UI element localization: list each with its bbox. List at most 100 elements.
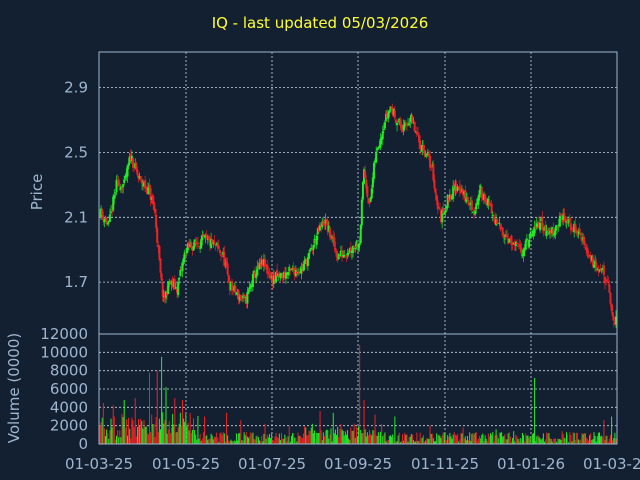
candle-body	[229, 282, 232, 290]
candle-body	[611, 311, 614, 317]
candle-body	[498, 222, 501, 225]
candle-body	[400, 124, 403, 128]
candle-body	[530, 235, 533, 237]
candle-body	[506, 235, 509, 238]
candle-body	[478, 190, 481, 198]
candle-body	[536, 223, 539, 225]
volume-tick-label: 2000	[50, 417, 88, 435]
candle-body	[513, 243, 516, 246]
candle-body	[393, 110, 396, 118]
candle-body	[462, 189, 465, 196]
candle-body	[509, 237, 512, 239]
candle-body	[316, 228, 319, 235]
candle-body	[145, 188, 148, 190]
candle-body	[305, 259, 308, 266]
candle-body	[492, 216, 495, 218]
price-tick-label: 2.9	[64, 79, 88, 97]
candle-body	[298, 271, 301, 274]
candle-body	[313, 238, 316, 244]
candle-body	[434, 188, 437, 194]
candle-body	[365, 179, 368, 189]
candle-body	[564, 216, 567, 223]
candle-body	[444, 210, 447, 213]
candle-body	[480, 186, 483, 198]
candle-body	[610, 303, 613, 311]
candle-body	[402, 125, 405, 131]
candle-body	[383, 122, 386, 129]
candle-body	[304, 258, 307, 262]
candle-body	[468, 203, 471, 206]
candle-body	[258, 262, 261, 270]
candle-body	[281, 275, 284, 278]
candle-body	[355, 241, 358, 247]
candle-body	[140, 179, 143, 184]
candle-body	[168, 282, 171, 284]
candle-body	[220, 254, 223, 256]
candle-body	[572, 230, 575, 232]
candle-body	[282, 272, 285, 278]
candle-body	[405, 124, 408, 126]
candle-body	[348, 247, 351, 253]
candle-body	[367, 198, 370, 204]
candle-body	[173, 279, 176, 290]
candle-body	[508, 238, 511, 243]
candle-body	[440, 210, 443, 223]
candle-body	[156, 227, 159, 243]
candle-body	[101, 209, 104, 215]
candle-body	[520, 247, 523, 254]
candle-body	[558, 215, 561, 227]
candle-body	[319, 225, 322, 231]
candle-body	[215, 243, 218, 246]
candle-body	[574, 223, 577, 231]
candle-body	[111, 209, 114, 212]
candle-body	[167, 281, 170, 295]
candle-body	[105, 217, 108, 224]
candle-body	[539, 222, 542, 231]
candle-body	[231, 281, 234, 290]
candle-body	[193, 239, 196, 247]
candle-body	[449, 194, 452, 199]
candle-body	[289, 267, 292, 270]
candle-body	[613, 322, 616, 325]
date-tick-label: 01-07-25	[238, 455, 306, 473]
candle-body	[437, 207, 440, 209]
candle-body	[266, 264, 269, 274]
candle-body	[100, 208, 103, 217]
candle-body	[286, 273, 289, 275]
candle-body	[166, 292, 169, 296]
candle-body	[198, 246, 201, 248]
price-axis-label: Price	[28, 174, 46, 211]
candle-body	[359, 224, 362, 244]
candle-body	[235, 293, 238, 295]
candle-body	[306, 257, 309, 266]
candle-body	[416, 132, 419, 135]
candle-body	[326, 220, 329, 233]
candle-body	[566, 218, 569, 224]
candle-body	[504, 235, 507, 237]
candle-body	[336, 255, 339, 260]
candle-body	[116, 180, 119, 182]
candle-body	[354, 248, 357, 250]
candle-body	[563, 213, 566, 216]
candle-body	[205, 234, 208, 238]
candle-body	[287, 271, 290, 276]
candle-body	[204, 236, 207, 238]
candle-body	[147, 186, 150, 195]
candle-body	[170, 280, 173, 285]
candle-body	[283, 272, 286, 278]
candle-body	[256, 266, 259, 276]
candle-body	[257, 265, 260, 269]
candle-body	[148, 184, 151, 188]
candle-body	[447, 196, 450, 201]
candle-body	[112, 196, 115, 211]
candle-body	[547, 232, 550, 234]
candle-body	[207, 236, 210, 240]
candle-body	[485, 200, 488, 205]
candle-body	[107, 221, 110, 223]
candle-body	[387, 112, 390, 119]
candle-body	[408, 123, 411, 125]
candle-body	[243, 294, 246, 297]
candle-body	[332, 236, 335, 239]
candle-body	[335, 251, 338, 257]
